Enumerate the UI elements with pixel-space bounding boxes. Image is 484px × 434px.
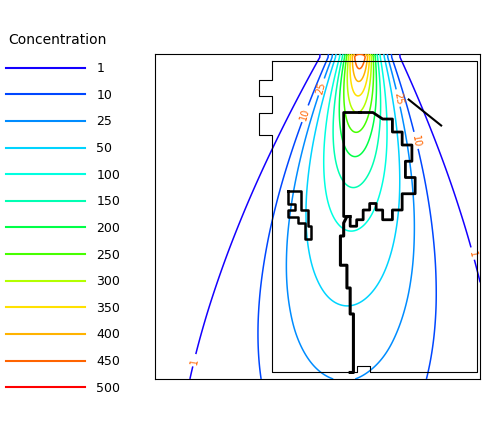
Text: 300: 300 xyxy=(96,275,120,288)
Text: 10: 10 xyxy=(298,107,311,122)
Text: 1: 1 xyxy=(466,250,477,258)
Text: 150: 150 xyxy=(96,195,120,208)
Text: 1: 1 xyxy=(188,356,199,365)
Text: 500: 500 xyxy=(96,381,120,394)
Text: 450: 450 xyxy=(96,354,120,367)
Text: Concentration: Concentration xyxy=(8,33,106,47)
Text: 400: 400 xyxy=(96,328,120,341)
Text: 350: 350 xyxy=(96,301,120,314)
Text: 25: 25 xyxy=(314,80,327,95)
Text: 250: 250 xyxy=(96,248,120,261)
Text: 200: 200 xyxy=(96,221,120,234)
Text: 1: 1 xyxy=(96,62,104,75)
Text: 50: 50 xyxy=(96,142,112,155)
Text: 10: 10 xyxy=(409,134,421,148)
Text: 100: 100 xyxy=(96,168,120,181)
Text: 25: 25 xyxy=(392,92,403,106)
Text: 10: 10 xyxy=(96,89,112,102)
Text: 25: 25 xyxy=(96,115,112,128)
